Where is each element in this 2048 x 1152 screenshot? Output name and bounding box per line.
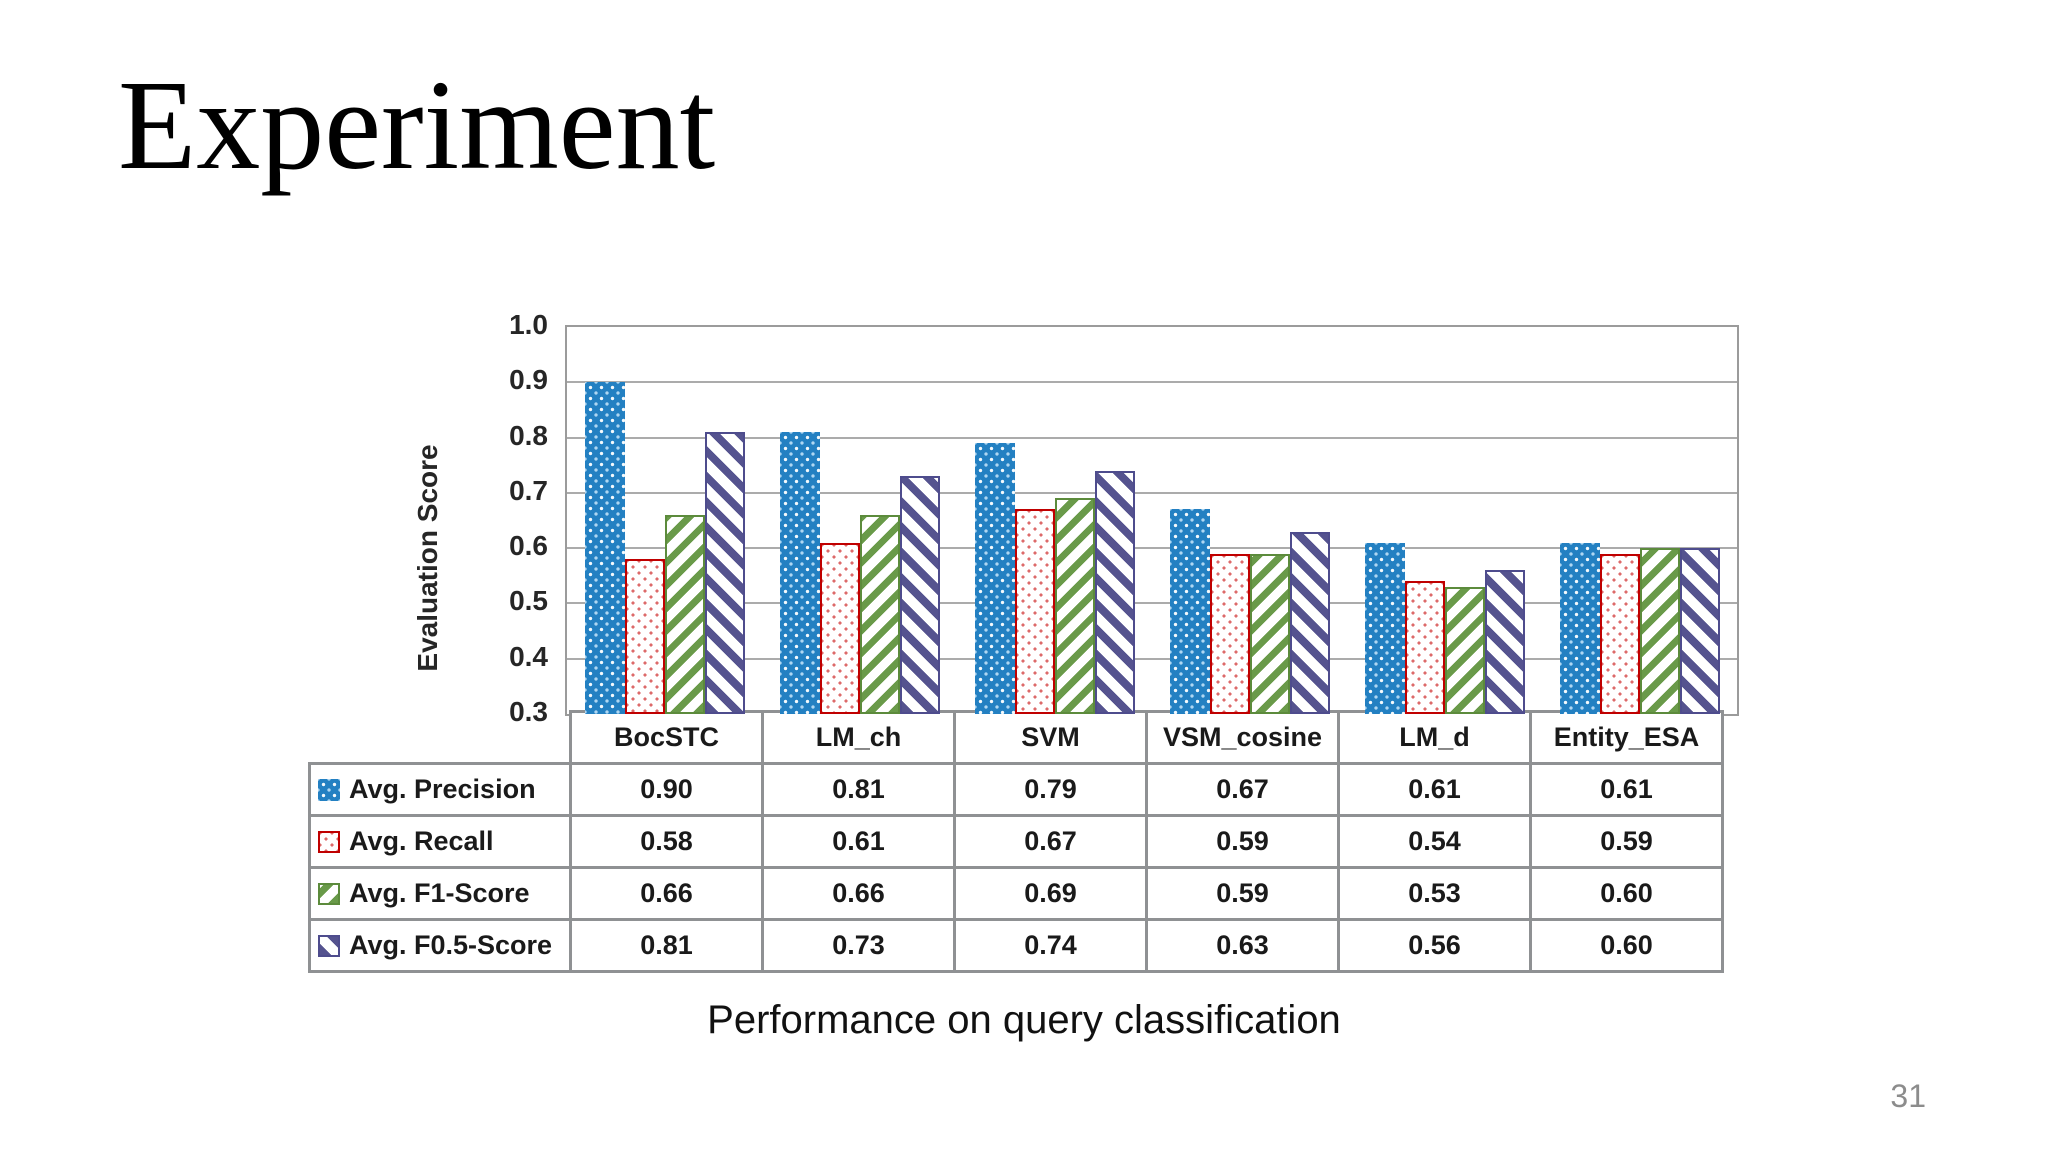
bar-group-vsm_cosine xyxy=(1152,327,1347,714)
value-cell: 0.59 xyxy=(1145,814,1340,869)
y-tick-label: 0.4 xyxy=(509,640,548,672)
y-tick-label: 0.8 xyxy=(509,419,548,451)
legend-label: Avg. Precision xyxy=(349,774,536,804)
legend-label: Avg. F0.5-Score xyxy=(349,930,553,960)
bar xyxy=(899,476,940,714)
bar xyxy=(1639,548,1680,714)
category-header: LM_ch xyxy=(761,710,956,765)
table-row: Avg. Recall 0.58 0.61 0.67 0.59 0.54 0.59 xyxy=(308,814,1724,869)
legend-swatch-icon xyxy=(318,779,340,801)
bar xyxy=(1559,542,1600,714)
bar xyxy=(859,514,900,714)
gridline xyxy=(567,381,1737,384)
slide-title: Experiment xyxy=(118,54,716,196)
bar xyxy=(1209,553,1250,714)
bar xyxy=(584,382,625,714)
bar xyxy=(1014,509,1055,714)
bar xyxy=(664,514,705,714)
bar xyxy=(974,443,1015,714)
value-cell: 0.90 xyxy=(569,762,764,817)
table-row: Avg. F0.5-Score 0.81 0.73 0.74 0.63 0.56 0.60 xyxy=(308,918,1724,973)
legend-swatch-icon xyxy=(318,935,340,957)
y-tick-label: 0.9 xyxy=(509,364,548,396)
legend-cell: Avg. F1-Score xyxy=(308,866,572,921)
bar xyxy=(1094,470,1135,714)
legend-cell: Avg. Recall xyxy=(308,814,572,869)
bar-group-lm_ch xyxy=(762,327,957,714)
bar xyxy=(1054,498,1095,714)
bar xyxy=(1404,581,1445,714)
chart-caption: Performance on query classification xyxy=(707,998,1341,1042)
value-cell: 0.66 xyxy=(569,866,764,921)
plot-area xyxy=(565,325,1739,716)
bar xyxy=(1444,586,1485,714)
page-number: 31 xyxy=(1890,1078,1926,1114)
value-cell: 0.79 xyxy=(953,762,1148,817)
bar xyxy=(779,432,820,714)
value-cell: 0.60 xyxy=(1529,918,1724,973)
legend-label: Avg. F1-Score xyxy=(349,878,530,908)
value-cell: 0.56 xyxy=(1337,918,1532,973)
legend-swatch-icon xyxy=(318,831,340,853)
bar xyxy=(1364,542,1405,714)
bar xyxy=(1484,570,1525,714)
category-header: Entity_ESA xyxy=(1529,710,1724,765)
category-header: BocSTC xyxy=(569,710,764,765)
bar-group-entity_esa xyxy=(1542,327,1737,714)
gridline xyxy=(567,436,1737,439)
value-cell: 0.61 xyxy=(1337,762,1532,817)
bar xyxy=(1599,553,1640,714)
bar-group-lm_d xyxy=(1347,327,1542,714)
value-cell: 0.63 xyxy=(1145,918,1340,973)
legend-cell: Avg. F0.5-Score xyxy=(308,918,572,973)
category-header: SVM xyxy=(953,710,1148,765)
value-cell: 0.81 xyxy=(761,762,956,817)
value-cell: 0.69 xyxy=(953,866,1148,921)
y-tick-label: 1.0 xyxy=(509,309,548,340)
bar xyxy=(704,432,745,714)
value-cell: 0.67 xyxy=(1145,762,1340,817)
table-corner-cell xyxy=(310,712,571,764)
value-cell: 0.54 xyxy=(1337,814,1532,869)
y-tick-label: 0.6 xyxy=(509,530,548,562)
gridline xyxy=(567,602,1737,605)
gridline xyxy=(567,657,1737,660)
value-cell: 0.59 xyxy=(1145,866,1340,921)
value-cell: 0.61 xyxy=(761,814,956,869)
bar xyxy=(1289,531,1330,714)
bar xyxy=(1679,548,1720,714)
y-tick-label: 0.5 xyxy=(509,585,548,617)
y-tick-label: 0.3 xyxy=(509,696,548,727)
value-cell: 0.74 xyxy=(953,918,1148,973)
value-cell: 0.53 xyxy=(1337,866,1532,921)
value-cell: 0.67 xyxy=(953,814,1148,869)
value-cell: 0.73 xyxy=(761,918,956,973)
value-cell: 0.61 xyxy=(1529,762,1724,817)
y-tick-label: 0.7 xyxy=(509,474,548,506)
value-cell: 0.59 xyxy=(1529,814,1724,869)
bar xyxy=(1249,553,1290,714)
category-header: LM_d xyxy=(1337,710,1532,765)
value-cell: 0.81 xyxy=(569,918,764,973)
bar xyxy=(1169,509,1210,714)
legend-label: Avg. Recall xyxy=(349,826,494,856)
gridline xyxy=(567,491,1737,494)
bar xyxy=(819,542,860,714)
table-row: Avg. Precision 0.90 0.81 0.79 0.67 0.61 0.61 xyxy=(308,762,1724,817)
bar-group-svm xyxy=(957,327,1152,714)
results-table: BocSTC LM_ch SVM VSM_cosine LM_d Entity_ESA Av… xyxy=(308,710,1724,973)
bar xyxy=(624,559,665,714)
bar-group-bocstc xyxy=(567,327,762,714)
legend-cell: Avg. Precision xyxy=(308,762,572,817)
value-cell: 0.60 xyxy=(1529,866,1724,921)
value-cell: 0.58 xyxy=(569,814,764,869)
gridline xyxy=(567,547,1737,550)
value-cell: 0.66 xyxy=(761,866,956,921)
legend-swatch-icon xyxy=(318,883,340,905)
table-row: Avg. F1-Score 0.66 0.66 0.69 0.59 0.53 0.60 xyxy=(308,866,1724,921)
category-header: VSM_cosine xyxy=(1145,710,1340,765)
